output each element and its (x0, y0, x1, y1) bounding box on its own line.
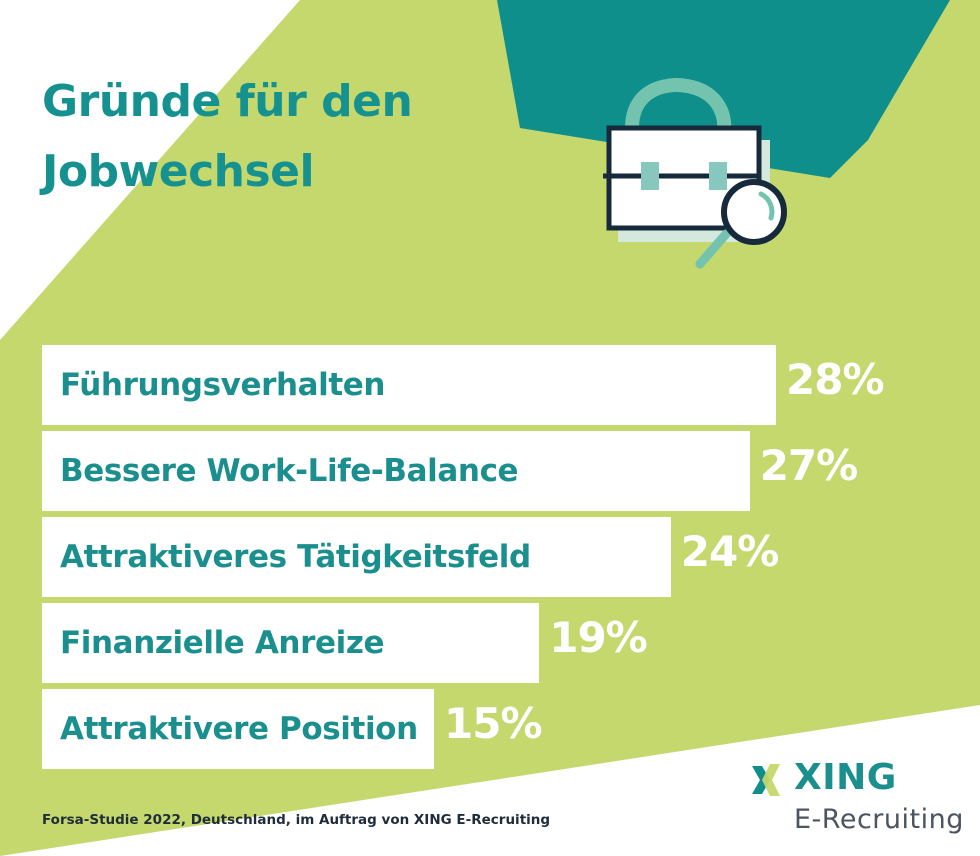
bar: Führungsverhalten (42, 345, 776, 425)
bar: Bessere Work-Life-Balance (42, 431, 750, 511)
bar-label: Attraktiveres Tätigkeitsfeld (60, 539, 531, 575)
bar-label: Finanzielle Anreize (60, 625, 385, 661)
bar-label: Bessere Work-Life-Balance (60, 453, 519, 489)
bar-label: Führungsverhalten (60, 367, 386, 403)
bar-label: Attraktivere Position (60, 711, 418, 747)
chart-title-line-1: Gründe für den (42, 76, 413, 127)
bar: Attraktiveres Tätigkeitsfeld (42, 517, 671, 597)
briefcase-magnifier-icon (603, 78, 787, 269)
chart-title-line-2: Jobwechsel (42, 146, 315, 197)
bar-value-label: 27% (759, 441, 859, 490)
source-note: Forsa-Studie 2022, Deutschland, im Auftr… (42, 812, 551, 828)
bar-value-label: 19% (549, 613, 648, 662)
bar-value-label: 15% (444, 699, 543, 748)
bar-value-label: 24% (680, 527, 780, 576)
xing-logo-icon (752, 764, 780, 796)
logo-brand: XING (794, 757, 897, 798)
logo-subtitle: E-Recruiting (794, 804, 964, 835)
bar: Attraktivere Position (42, 689, 434, 769)
bar: Finanzielle Anreize (42, 603, 540, 683)
bar-value-label: 28% (786, 355, 885, 404)
